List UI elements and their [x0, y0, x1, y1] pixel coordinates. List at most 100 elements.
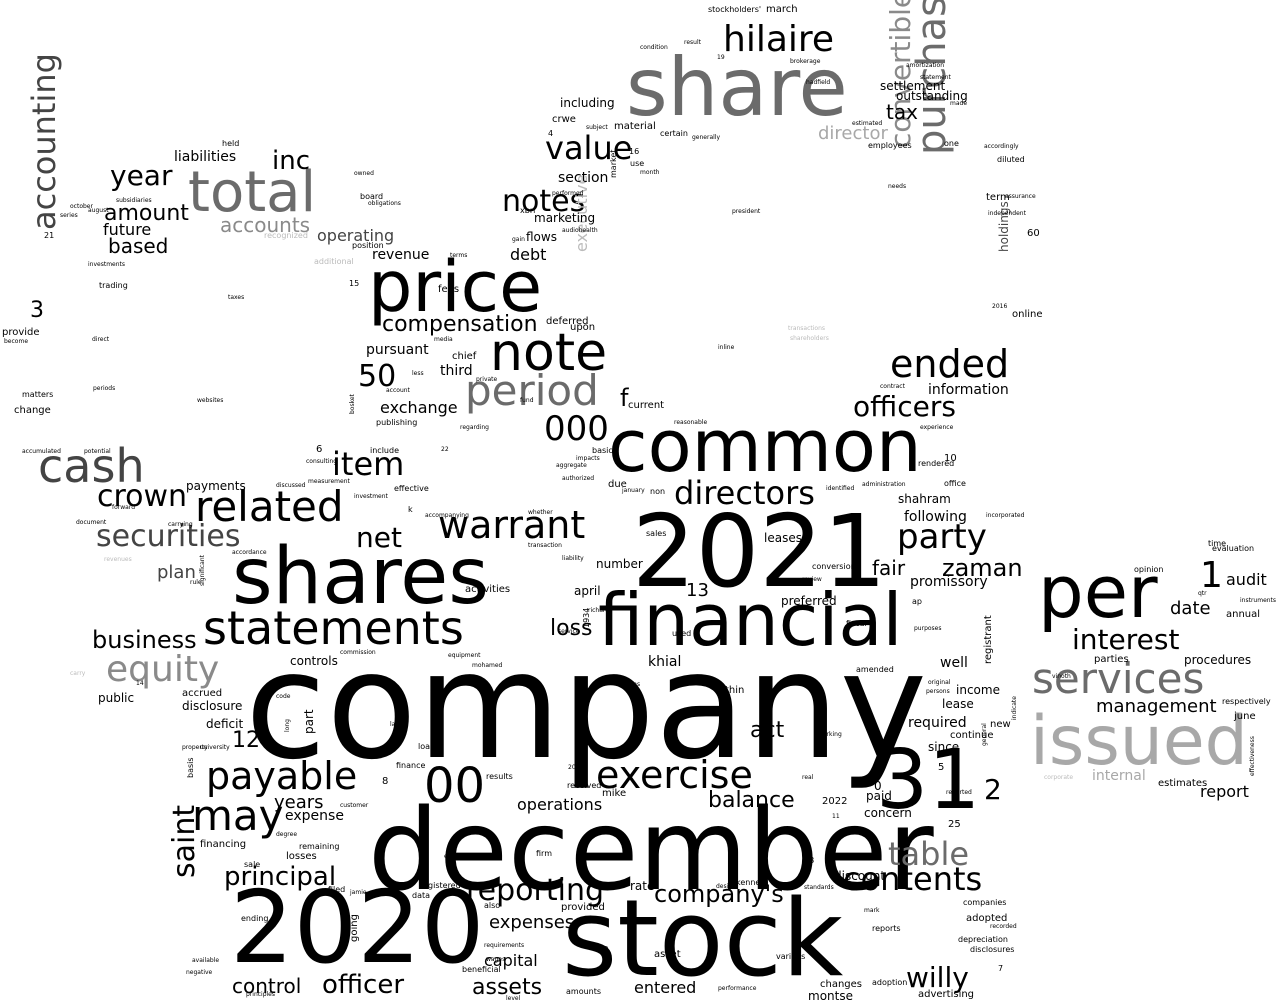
word-services: services: [1032, 654, 1205, 703]
word-following: following: [904, 509, 967, 525]
word-employees: employees: [868, 141, 912, 150]
word-december: december: [368, 786, 934, 916]
word-control: control: [232, 974, 302, 998]
word-60: 60: [1027, 228, 1040, 239]
word-debt: debt: [510, 245, 547, 264]
word-deferred: deferred: [546, 316, 589, 327]
word-crown: crown: [97, 479, 188, 514]
word-21: 21: [44, 231, 55, 240]
word-registrant: registrant: [983, 615, 994, 664]
word-expense: expense: [285, 808, 344, 824]
word-qtr: qtr: [1198, 590, 1207, 597]
word-settlement: settlement: [880, 79, 946, 93]
word-directors: directors: [674, 474, 815, 512]
word-payable: payable: [206, 754, 358, 798]
word-identified: identified: [826, 485, 855, 492]
word-accumulated: accumulated: [22, 448, 61, 455]
word-management: management: [1096, 696, 1217, 717]
word-19: 19: [717, 54, 725, 61]
word-amount: amount: [104, 201, 189, 226]
word-reports: reports: [872, 924, 901, 933]
word-capital: capital: [484, 951, 538, 970]
word-business: business: [92, 626, 197, 654]
word-disclosures: disclosures: [970, 945, 1015, 954]
word-tax: tax: [886, 100, 918, 124]
word-8: 8: [382, 776, 389, 787]
word-lease: lease: [942, 697, 974, 711]
word-reported: reported: [946, 789, 972, 796]
word-exchange: exchange: [380, 398, 458, 417]
word-university: university: [200, 744, 230, 751]
word-year: year: [110, 159, 173, 192]
word-exercise: exercise: [596, 753, 753, 797]
word-obligations: obligations: [368, 200, 401, 207]
word-lack: lack: [390, 721, 403, 728]
word-term: term: [986, 192, 1010, 203]
word-month: month: [640, 169, 660, 176]
word-periods: periods: [93, 385, 116, 392]
word-evaluation: evaluation: [1212, 544, 1255, 553]
word-22: 22: [441, 446, 449, 453]
word-conversion: conversion: [812, 562, 856, 571]
word-continue: continue: [950, 730, 994, 741]
word-montse: montse: [808, 989, 853, 1003]
word-payments: payments: [186, 479, 246, 493]
word-held: held: [222, 139, 240, 148]
word-amended: amended: [856, 665, 894, 674]
word-depreciation: depreciation: [958, 935, 1008, 944]
word-recorded: recorded: [990, 923, 1017, 930]
word-result: result: [684, 39, 701, 46]
word-date: date: [1170, 598, 1211, 619]
word-material: material: [614, 121, 656, 132]
word-related: related: [195, 482, 344, 531]
word-officers: officers: [853, 390, 956, 423]
word-taxes: taxes: [228, 294, 245, 301]
word-condition: condition: [640, 44, 668, 51]
word-new: new: [990, 719, 1011, 730]
word-sale: sale: [244, 860, 261, 869]
word-non: non: [650, 487, 666, 496]
word-service: service: [558, 628, 580, 635]
word-may: may: [192, 791, 284, 840]
word-table: table: [888, 835, 970, 873]
word-performance: performance: [718, 985, 757, 992]
word-marketing: marketing: [534, 211, 596, 225]
word-14: 14: [136, 680, 144, 687]
word-plan: plan: [157, 562, 196, 583]
word-design: design: [716, 883, 736, 890]
word-basic: basic: [592, 446, 613, 455]
word-long: long: [284, 719, 291, 732]
word-going: going: [349, 914, 360, 942]
word-statements: statements: [203, 601, 464, 655]
word-accordance: accordance: [232, 549, 267, 556]
word-use: use: [630, 159, 645, 168]
word-assets: assets: [472, 975, 543, 1000]
word-january: january: [622, 487, 645, 494]
word-forward: forward: [112, 504, 136, 511]
word-become: become: [4, 338, 29, 345]
word-years: years: [274, 792, 324, 813]
word-rule: rule: [190, 579, 202, 586]
word-investment: investment: [354, 493, 388, 500]
word-13: 13: [686, 580, 709, 601]
word-contract: contract: [880, 383, 905, 390]
word-director: director: [818, 123, 888, 144]
word-leases: leases: [764, 531, 802, 545]
word-shares: shares: [232, 532, 489, 622]
word-future: future: [103, 220, 152, 239]
word-disclosure: disclosure: [182, 699, 243, 713]
word-used: used: [672, 629, 692, 638]
word-fund: fund: [520, 397, 534, 404]
word-revenues: revenues: [104, 556, 132, 563]
word-april: april: [574, 584, 601, 598]
word-requirements: requirements: [484, 942, 525, 949]
word-inc: inc: [272, 146, 310, 176]
word-stock: stock: [562, 877, 844, 1000]
word-standards: standards: [804, 884, 834, 891]
word-media: media: [434, 336, 453, 343]
word-activities: activities: [465, 584, 511, 595]
word-measurement: measurement: [308, 478, 350, 485]
word-31: 31: [876, 733, 981, 828]
word-brokerage: brokerage: [790, 58, 821, 65]
